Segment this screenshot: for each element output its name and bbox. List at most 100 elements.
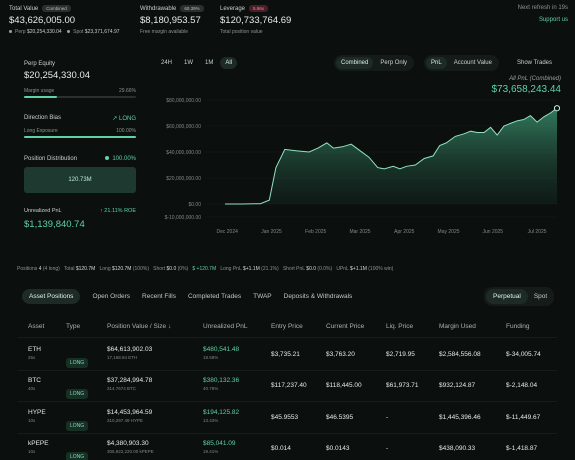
x-tick-label: Jan 2025 — [261, 229, 282, 235]
range-24h[interactable]: 24H — [161, 60, 173, 66]
positions-label: Positions — [17, 266, 38, 272]
col-type[interactable]: Type — [66, 323, 81, 330]
pnl-value: $380,132.36 — [203, 377, 240, 384]
view-pnl[interactable]: PnL — [426, 57, 447, 69]
direction-bias-value: LONG — [118, 116, 136, 122]
pnl-endpoint-marker — [553, 105, 561, 112]
net-value: $ +120.7M — [192, 266, 217, 272]
chart-title-block: All PnL (Combined) $73,658,243.44 — [491, 76, 561, 95]
long-dot-icon — [105, 156, 110, 161]
tab-twap[interactable]: TWAP — [253, 293, 272, 300]
liq-price: $2,719.95 — [386, 351, 415, 358]
long-badge: LONG — [66, 389, 89, 399]
mode-perp-only[interactable]: Perp Only — [380, 60, 408, 66]
short-pnl-pct: (0.0%) — [317, 266, 333, 272]
position-value: $14,453,964.59 — [107, 409, 153, 416]
perp-dot-icon — [9, 30, 12, 34]
y-tick-label: $-10,000,000.00 — [165, 215, 202, 221]
short-pnl-value: $0.0 — [306, 266, 317, 272]
asset-cell: ETH 25x — [28, 346, 41, 360]
combined-badge[interactable]: Combined — [42, 5, 71, 12]
y-tick-label: $80,000,000.00 — [166, 98, 201, 104]
margin-used: $1,445,396.46 — [439, 414, 481, 421]
total-value: $43,626,005.00 — [9, 15, 76, 27]
long-exposure-bar — [24, 136, 136, 138]
col-liq-price[interactable]: Liq. Price — [386, 323, 414, 330]
positions-count: 4 — [38, 266, 42, 272]
type-cell: LONG — [66, 351, 89, 369]
unrealized-pnl-section: Unrealized PnL ↑ 21.11% ROE $1,139,840.7… — [24, 208, 136, 230]
leverage-value: $120,733,764.69 — [220, 15, 292, 27]
tab-completed-trades[interactable]: Completed Trades — [187, 293, 242, 300]
position-value: $4,380,903.30 — [107, 440, 149, 447]
show-trades-button[interactable]: Show Trades — [517, 60, 553, 66]
position-value-cell: $37,284,994.78 314.7674 BTC — [107, 377, 152, 391]
trend-up-icon: ↑ — [100, 208, 103, 214]
long-exposure-label: Long Exposure — [24, 128, 58, 134]
long-exposure-bar-fill — [24, 136, 136, 138]
tab-open-orders[interactable]: Open Orders — [92, 293, 131, 300]
funding: $-1,418.87 — [506, 445, 538, 452]
col-margin-used[interactable]: Margin Used — [439, 323, 476, 330]
col-asset[interactable]: Asset — [28, 323, 45, 330]
liq-price: $61,973.71 — [386, 382, 419, 389]
withdrawable-label: Withdrawable — [140, 6, 177, 13]
header-divider — [18, 337, 557, 338]
position-size: 310,297.49 HYPE — [107, 418, 144, 423]
long-value: $120.7M — [112, 266, 132, 272]
col-funding[interactable]: Funding — [506, 323, 530, 330]
range-1w[interactable]: 1W — [184, 60, 194, 66]
pnl-cell: $85,041.09 19.41% — [203, 440, 236, 454]
range-1m[interactable]: 1M — [205, 60, 214, 66]
tab-asset-positions[interactable]: Asset Positions — [22, 289, 81, 304]
margin-used: $438,090.33 — [439, 445, 476, 452]
view-account-value[interactable]: Account Value — [453, 60, 492, 66]
range-all[interactable]: All — [220, 57, 238, 69]
x-tick-label: Mar 2025 — [349, 229, 370, 235]
tab-spot[interactable]: Spot — [533, 293, 548, 300]
position-value-cell: $64,613,902.03 17,168.84 ETH — [107, 346, 152, 360]
perp-equity-label: Perp Equity — [24, 61, 56, 67]
support-link[interactable]: Support us — [538, 17, 568, 23]
margin-usage-bar — [24, 96, 136, 98]
tab-recent-fills[interactable]: Recent Fills — [142, 293, 176, 300]
direction-bias-label: Direction Bias — [24, 115, 62, 121]
col-current-price[interactable]: Current Price — [326, 323, 365, 330]
mode-combined[interactable]: Combined — [336, 57, 374, 69]
row-divider — [18, 401, 557, 402]
leverage-badge: 5.96x — [249, 5, 269, 12]
tab-deposits-withdrawals[interactable]: Deposits & Withdrawals — [283, 293, 353, 300]
leverage-block: Leverage 5.96x $120,733,764.69 Total posi… — [220, 5, 291, 35]
pnl-cell: $480,541.48 18.58% — [203, 346, 239, 360]
short-pct: (0%) — [177, 266, 189, 272]
type-cell: LONG — [66, 414, 89, 432]
col-position-value[interactable]: Position Value / Size ↓ — [107, 323, 172, 330]
long-badge: LONG — [66, 452, 89, 460]
current-price: $46.5395 — [326, 414, 354, 421]
spot-dot-icon — [67, 30, 71, 34]
margin-usage-bar-fill — [24, 96, 58, 98]
asset-leverage: 40x — [28, 386, 36, 391]
col-entry-price[interactable]: Entry Price — [271, 323, 303, 330]
position-distribution-value: 100.00% — [112, 156, 136, 162]
refresh-timer: Next refresh in 19s — [517, 5, 568, 11]
tab-perpetual[interactable]: Perpetual — [486, 289, 528, 304]
positions-stats-strip: Positions 4 (4 long) Total $120.7M Long … — [17, 266, 393, 272]
pnl-value: $85,041.09 — [203, 440, 236, 447]
col-unrealized-pnl[interactable]: Unrealized PnL — [203, 323, 248, 330]
leverage-sub: Total position value — [220, 29, 263, 36]
pnl-value: $480,541.48 — [203, 346, 240, 353]
long-exposure-value: 100.00% — [116, 128, 136, 134]
margin-usage-label: Margin usage — [24, 88, 55, 94]
distribution-bar-label: 120.73M — [68, 177, 92, 183]
margin-used: $932,124.87 — [439, 382, 476, 389]
chart-current-value: $73,658,243.44 — [491, 84, 561, 95]
pnl-chart[interactable]: $80,000,000.00 $60,000,000.00 $40,000,000.… — [150, 92, 565, 242]
distribution-bar[interactable]: 120.73M — [24, 167, 136, 193]
pnl-pct: 40.78% — [203, 386, 219, 391]
refresh-block: Next refresh in 19s Support us — [518, 5, 568, 23]
x-tick-label: May 2025 — [438, 229, 460, 235]
spot-label: Spot — [73, 29, 84, 36]
x-tick-label: Jul 2025 — [528, 229, 547, 235]
total-value-strip: $120.7M — [75, 266, 96, 272]
